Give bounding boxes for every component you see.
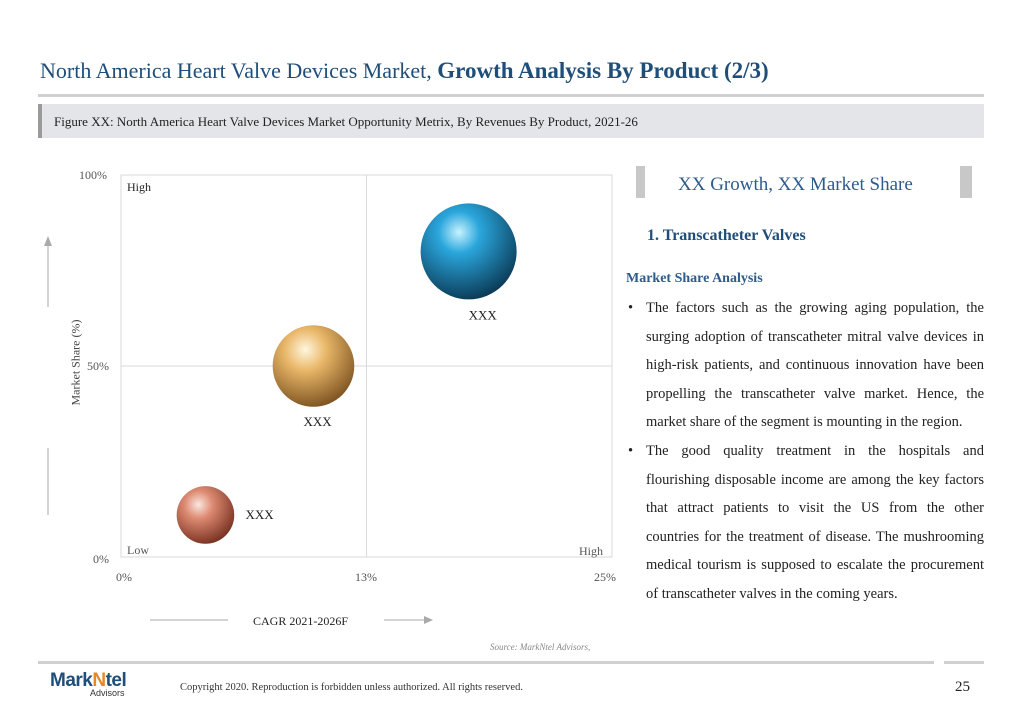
bullet-list: The factors such as the growing aging po… xyxy=(626,294,984,609)
x-axis-title: CAGR 2021-2026F xyxy=(253,614,349,628)
bubble-label: XXX xyxy=(303,414,332,429)
title-bold: Growth Analysis By Product (2/3) xyxy=(437,58,769,83)
x-tick-label: 25% xyxy=(594,570,616,584)
footer-divider-short xyxy=(944,661,984,664)
copyright-text: Copyright 2020. Reproduction is forbidde… xyxy=(180,682,523,693)
y-axis-arrowhead xyxy=(44,236,52,246)
corner-label-low: Low xyxy=(127,543,149,557)
y-tick-label: 0% xyxy=(93,552,109,566)
chart-source: Source: MarkNtel Advisors, xyxy=(490,642,591,652)
marknetel-logo: MarkNtel Advisors xyxy=(50,670,140,704)
logo-wordmark: MarkNtel xyxy=(50,670,127,691)
x-axis-arrowhead xyxy=(424,616,433,624)
figure-caption-bar: Figure XX: North America Heart Valve Dev… xyxy=(38,104,984,138)
chart-svg: XXX XXX XXX xyxy=(44,174,613,624)
y-tick-label: 100% xyxy=(79,168,107,182)
x-tick-label: 0% xyxy=(116,570,132,584)
y-axis-title: Market Share (%) xyxy=(68,319,83,406)
panel-header-text: XX Growth, XX Market Share xyxy=(678,174,913,195)
y-tick-label: 50% xyxy=(87,359,109,373)
panel-header: XX Growth, XX Market Share xyxy=(636,166,972,198)
bubble xyxy=(420,203,517,300)
x-tick-label: 13% xyxy=(355,570,377,584)
corner-label-high-y: High xyxy=(127,180,151,194)
logo-subtitle: Advisors xyxy=(90,688,125,698)
bubble-label: XXX xyxy=(469,307,498,322)
panel-header-right-bar xyxy=(960,166,972,198)
panel-header-left-bar xyxy=(636,166,645,198)
bubble xyxy=(272,325,355,407)
bullet-item: The factors such as the growing aging po… xyxy=(626,294,984,437)
page-number: 25 xyxy=(955,679,970,695)
bullet-item: The good quality treatment in the hospit… xyxy=(626,437,984,609)
page-title: North America Heart Valve Devices Market… xyxy=(40,58,769,84)
figure-caption: Figure XX: North America Heart Valve Dev… xyxy=(54,114,638,129)
bubble-label: XXX xyxy=(245,507,274,522)
title-divider xyxy=(38,94,984,97)
opportunity-matrix-chart: XXX XXX XXX 100% 50% 0% 0% 13% 25% High Lo… xyxy=(0,160,640,660)
corner-label-high-x: High xyxy=(579,544,603,558)
section-title: Market Share Analysis xyxy=(626,271,763,286)
title-regular: North America Heart Valve Devices Market… xyxy=(40,58,432,83)
segment-title: 1. Transcatheter Valves xyxy=(647,227,806,244)
bubble xyxy=(176,486,235,544)
footer-divider xyxy=(38,661,934,664)
